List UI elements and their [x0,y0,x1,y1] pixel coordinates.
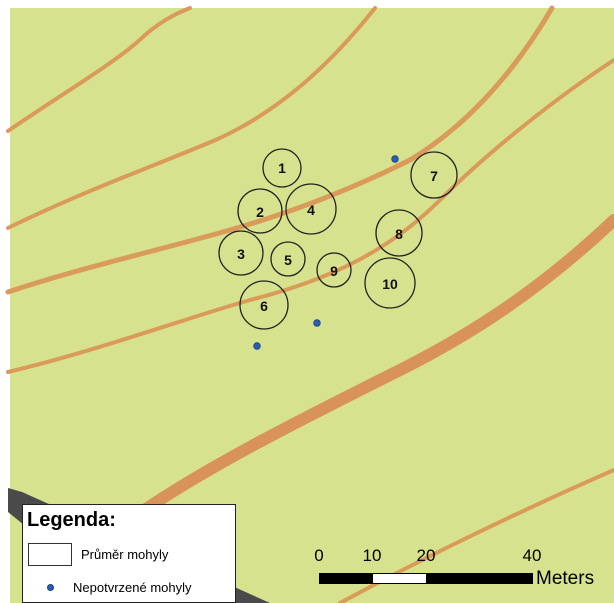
legend-label-mound-diameter: Průměr mohyly [81,547,169,562]
mound-label-2: 2 [256,204,264,220]
mound-circle-1 [262,148,302,188]
unconfirmed-mound-point [313,319,321,327]
mound-label-5: 5 [284,252,292,268]
legend-title: Legenda: [27,509,116,531]
mound-label-1: 1 [278,160,286,176]
mound-label-7: 7 [430,168,438,184]
mound-circle-10 [364,257,416,309]
mound-circle-2 [237,188,283,234]
mound-diameter-swatch [28,543,72,566]
scale-tick-10: 10 [362,546,382,565]
contour-line-3 [5,5,555,295]
mound-label-4: 4 [307,202,315,218]
mound-label-6: 6 [260,298,268,314]
scale-tick-40: 40 [522,546,542,565]
scale-tick-0: 0 [314,546,324,565]
unconfirmed-mound-point [253,342,261,350]
contour-line-1 [6,6,192,133]
mound-circle-3 [218,230,264,276]
unconfirmed-mound-dot-icon [47,584,54,591]
unconfirmed-mound-point [391,155,399,163]
contour-line-2 [6,6,377,230]
scale-segment-black-1 [319,573,373,584]
map-legend: Legenda: Průměr mohyly Nepotvrzené mohyl… [22,504,236,603]
scale-tick-20: 20 [416,546,436,565]
scale-segment-white [372,573,427,584]
mound-circle-4 [285,183,337,235]
mound-circle-6 [239,280,289,330]
legend-label-unconfirmed: Nepotvrzené mohyly [73,580,192,595]
contour-line-5-major [124,214,614,526]
mound-circles [218,148,458,330]
mound-labels: 1 2 3 4 5 6 7 8 9 10 [237,160,438,314]
contour-line-6 [338,468,614,603]
unconfirmed-mounds [253,155,399,350]
mound-label-9: 9 [330,263,338,279]
mound-label-3: 3 [237,246,245,262]
mound-circle-8 [375,209,423,257]
mound-label-8: 8 [395,226,403,242]
scale-units: Meters [536,568,595,589]
mound-circle-7 [410,151,458,199]
mound-circle-9 [316,252,352,288]
mound-label-10: 10 [382,276,398,292]
scale-segment-black-2 [426,573,533,584]
mound-circle-5 [270,241,306,277]
